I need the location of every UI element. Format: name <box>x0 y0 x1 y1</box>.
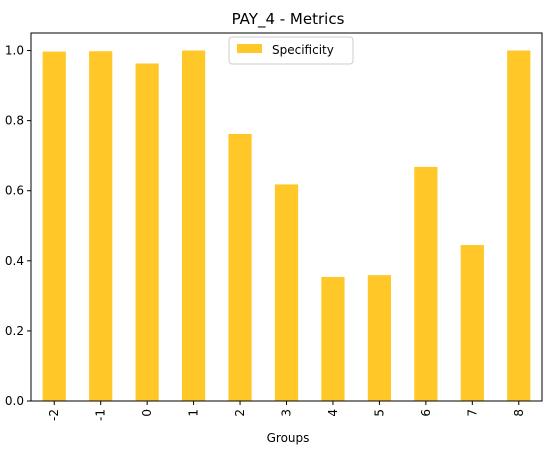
legend-frame <box>228 36 354 65</box>
y-tick-label: 0.2 <box>5 324 24 338</box>
x-tick-label-6: 6 <box>419 409 433 417</box>
x-tick-label-8: 8 <box>512 409 526 417</box>
bar-3 <box>274 184 299 401</box>
bar-4 <box>321 276 345 401</box>
x-tick-label-1: 1 <box>187 409 201 417</box>
x-tick-label-0: 0 <box>140 409 154 417</box>
bar-6 <box>414 166 438 401</box>
x-axis-label: Groups <box>267 431 310 445</box>
x-tick-label-2: 2 <box>233 409 247 417</box>
legend-swatch-specificity <box>237 44 262 53</box>
y-tick-label: 0.0 <box>5 394 24 408</box>
x-tick-label--2: -2 <box>47 409 61 421</box>
y-tick-label: 0.8 <box>5 114 24 128</box>
y-tick-label: 0.6 <box>5 184 24 198</box>
bars-group <box>42 50 531 402</box>
x-ticks-group: -2 -1 0 1 2 3 4 5 6 7 8 <box>47 401 526 421</box>
legend: Specificity <box>228 36 354 65</box>
bar--2 <box>42 51 66 401</box>
bar-2 <box>228 133 252 401</box>
bar-0 <box>135 63 159 402</box>
y-ticks-group: 0.0 0.2 0.4 0.6 0.8 1.0 <box>5 44 31 408</box>
bar-1 <box>181 50 206 402</box>
x-tick-label-4: 4 <box>326 409 340 417</box>
bar-8 <box>507 50 531 402</box>
x-tick-label-3: 3 <box>280 409 294 417</box>
chart-title: PAY_4 - Metrics <box>232 10 345 29</box>
bar-7 <box>460 245 484 401</box>
bar-5 <box>367 275 392 401</box>
y-tick-label: 1.0 <box>5 44 24 58</box>
y-tick-label: 0.4 <box>5 254 24 268</box>
x-tick-label-5: 5 <box>372 409 386 417</box>
x-tick-label-7: 7 <box>465 409 479 417</box>
x-tick-label--1: -1 <box>94 409 108 421</box>
bar--1 <box>89 51 113 401</box>
legend-label-specificity: Specificity <box>272 43 334 57</box>
